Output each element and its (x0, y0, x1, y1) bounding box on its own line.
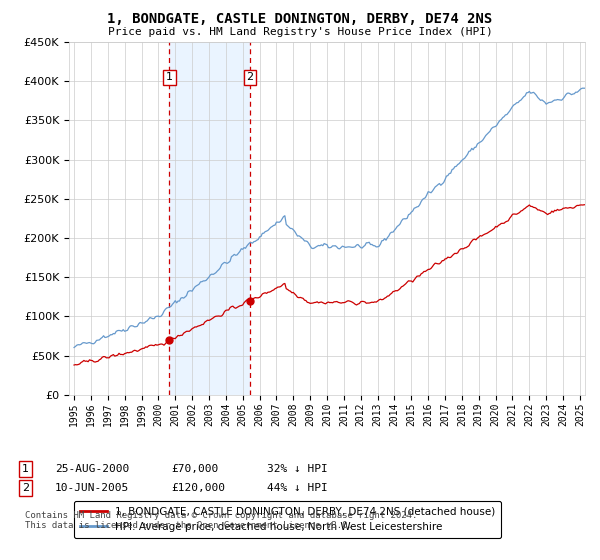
Text: 32% ↓ HPI: 32% ↓ HPI (267, 464, 328, 474)
Text: Contains HM Land Registry data © Crown copyright and database right 2024.
This d: Contains HM Land Registry data © Crown c… (25, 511, 418, 530)
Text: 1: 1 (166, 72, 173, 82)
Text: Price paid vs. HM Land Registry's House Price Index (HPI): Price paid vs. HM Land Registry's House … (107, 27, 493, 37)
Text: 2: 2 (22, 483, 29, 493)
Text: 1: 1 (22, 464, 29, 474)
Legend: 1, BONDGATE, CASTLE DONINGTON, DERBY, DE74 2NS (detached house), HPI: Average pr: 1, BONDGATE, CASTLE DONINGTON, DERBY, DE… (74, 501, 502, 538)
Text: 25-AUG-2000: 25-AUG-2000 (55, 464, 130, 474)
Text: 2: 2 (247, 72, 254, 82)
Text: £70,000: £70,000 (171, 464, 218, 474)
Text: 1, BONDGATE, CASTLE DONINGTON, DERBY, DE74 2NS: 1, BONDGATE, CASTLE DONINGTON, DERBY, DE… (107, 12, 493, 26)
Text: £120,000: £120,000 (171, 483, 225, 493)
Text: 10-JUN-2005: 10-JUN-2005 (55, 483, 130, 493)
Text: 44% ↓ HPI: 44% ↓ HPI (267, 483, 328, 493)
Bar (169, 42, 250, 395)
